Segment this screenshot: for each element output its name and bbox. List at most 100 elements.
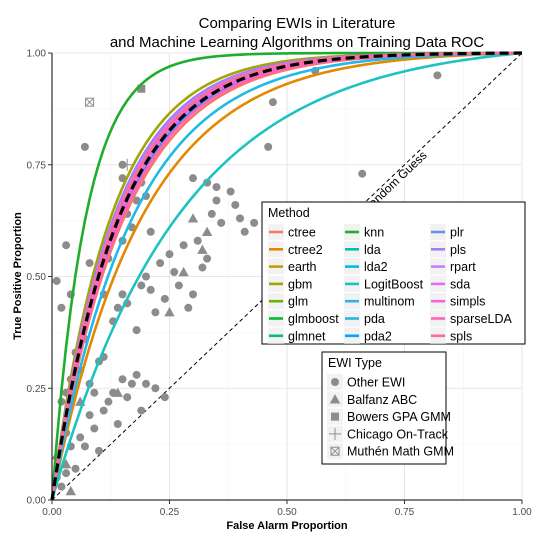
ewi-point-circle <box>118 290 127 299</box>
method-legend: Method ctree ctree2 earth gbm glm glmboost glmn… <box>261 201 526 345</box>
ewi-point-circle <box>217 218 226 227</box>
ewi-point-circle <box>132 196 141 205</box>
ewi-point-circle <box>52 276 61 285</box>
method-legend-label: lda2 <box>364 260 388 274</box>
ewi-legend-symbol-boxcross <box>330 446 340 456</box>
method-legend-item-pda2: pda2 <box>344 327 392 344</box>
ewi-point-circle <box>146 285 155 294</box>
ewi-point-circle <box>57 303 66 312</box>
method-legend-box <box>261 201 526 345</box>
method-legend-item-pda: pda <box>344 310 385 327</box>
y-tick-label: 1.00 <box>27 49 47 60</box>
ewi-point-circle <box>231 200 240 209</box>
ewi-point-triangle <box>197 244 208 254</box>
ewi-point-circle <box>170 268 179 277</box>
ewi-legend-item-square: Bowers GPA GMM <box>327 408 451 425</box>
method-legend-label: spls <box>450 329 472 343</box>
ewi-point-circle <box>99 406 108 415</box>
method-legend-item-sparselda: sparseLDA <box>430 310 512 327</box>
chart-title-line1: Comparing EWIs in Literature <box>199 15 396 32</box>
ewi-point-triangle <box>187 213 199 223</box>
ewi-point-circle <box>189 174 197 183</box>
ewi-point-circle <box>90 424 99 433</box>
ewi-point-circle <box>76 433 85 442</box>
method-legend-item-lda2: lda2 <box>344 258 388 275</box>
ewi-point-circle <box>174 281 183 290</box>
ewi-point-circle <box>137 281 146 290</box>
method-legend-item-rpart: rpart <box>430 258 476 275</box>
method-legend-item-gbm: gbm <box>268 275 312 292</box>
method-legend-label: lda <box>364 243 381 257</box>
ewi-point-circle <box>123 393 132 402</box>
method-legend-label: ctree <box>288 226 316 240</box>
ewi-legend-label: Muthén Math GMM <box>347 445 454 459</box>
ewi-legend-label: Balfanz ABC <box>347 393 417 407</box>
ewi-point-circle <box>160 294 169 303</box>
boxcross-d2 <box>85 97 94 107</box>
method-legend-label: ctree2 <box>288 243 323 257</box>
ewi-point-circle <box>80 142 89 151</box>
ewi-legend-symbol-plus <box>329 427 341 440</box>
x-tick-label: 0.75 <box>395 507 415 518</box>
method-legend-label: sparseLDA <box>450 312 512 326</box>
x-tick-label: 0.25 <box>160 507 180 518</box>
mean-roc-curve <box>50 51 523 501</box>
ewi-point-circle <box>142 379 150 388</box>
method-legend-item-lda: lda <box>344 241 381 258</box>
ewi-point-circle <box>151 384 160 393</box>
method-legend-label: glm <box>288 295 308 309</box>
ewi-point-circle <box>165 250 174 259</box>
y-tick-label: 0.00 <box>27 496 47 507</box>
method-legend-label: rpart <box>450 260 476 274</box>
y-tick-label: 0.50 <box>27 272 47 283</box>
ewi-point-circle <box>151 308 160 317</box>
y-tick-label: 0.75 <box>27 160 47 171</box>
method-legend-item-glmboost: glmboost <box>268 310 339 327</box>
ewi-point-circle <box>71 464 80 473</box>
ewi-legend-label: Chicago On-Track <box>347 427 449 441</box>
ewi-point-circle <box>127 379 136 388</box>
ewi-point-circle <box>85 259 94 268</box>
method-legend-label: pda <box>364 312 385 326</box>
ewi-point-square <box>137 84 146 93</box>
method-legend-label: gbm <box>288 277 312 291</box>
method-legend-title: Method <box>268 206 310 220</box>
ewi-legend-item-triangle: Balfanz ABC <box>327 391 417 408</box>
ewi-point-triangle <box>201 226 213 236</box>
ewi-type-legend: EWI Type Other EWI Balfanz ABC Bowers GPA G… <box>321 351 454 465</box>
ewi-legend-title: EWI Type <box>328 356 382 370</box>
x-tick-label: 1.00 <box>512 507 532 518</box>
ewi-point-circle <box>95 446 103 455</box>
method-legend-item-glm: glm <box>268 293 308 310</box>
method-legend-item-earth: earth <box>268 258 317 275</box>
ewi-point-circle <box>212 196 221 205</box>
method-legend-label: glmboost <box>288 312 339 326</box>
method-legend-item-plr: plr <box>430 224 464 240</box>
ewi-point-triangle <box>164 307 175 317</box>
ewi-point-circle <box>198 263 207 272</box>
boxcross-box <box>85 97 95 107</box>
method-legend-item-sda: sda <box>430 275 470 292</box>
boxcross-d2 <box>330 446 340 456</box>
ewi-point-circle <box>207 209 216 218</box>
ewi-point-circle <box>113 303 122 312</box>
method-legend-label: LogitBoost <box>364 277 424 291</box>
method-legend-label: plr <box>450 226 464 240</box>
ewi-legend-symbol-circle <box>331 378 339 386</box>
ewi-point-circle <box>156 259 165 268</box>
ewi-point-circle <box>193 236 202 245</box>
ewi-point-plus <box>121 158 134 171</box>
ewi-point-circle <box>80 442 89 451</box>
method-legend-label: multinom <box>364 295 415 309</box>
ewi-point-circle <box>184 303 193 312</box>
ewi-point-circle <box>226 187 235 196</box>
ewi-point-circle <box>62 241 71 250</box>
method-legend-label: pls <box>450 243 466 257</box>
axes: 0.00 0.25 0.50 0.75 1.00 0.00 0.25 0.50 0.75 1.00 <box>27 49 533 519</box>
roc-curve-logitboost <box>50 51 523 501</box>
ewi-point-circle <box>358 169 367 178</box>
method-legend-item-pls: pls <box>430 241 466 258</box>
ewi-point-circle <box>104 397 113 406</box>
ewi-point-triangle <box>112 387 123 397</box>
